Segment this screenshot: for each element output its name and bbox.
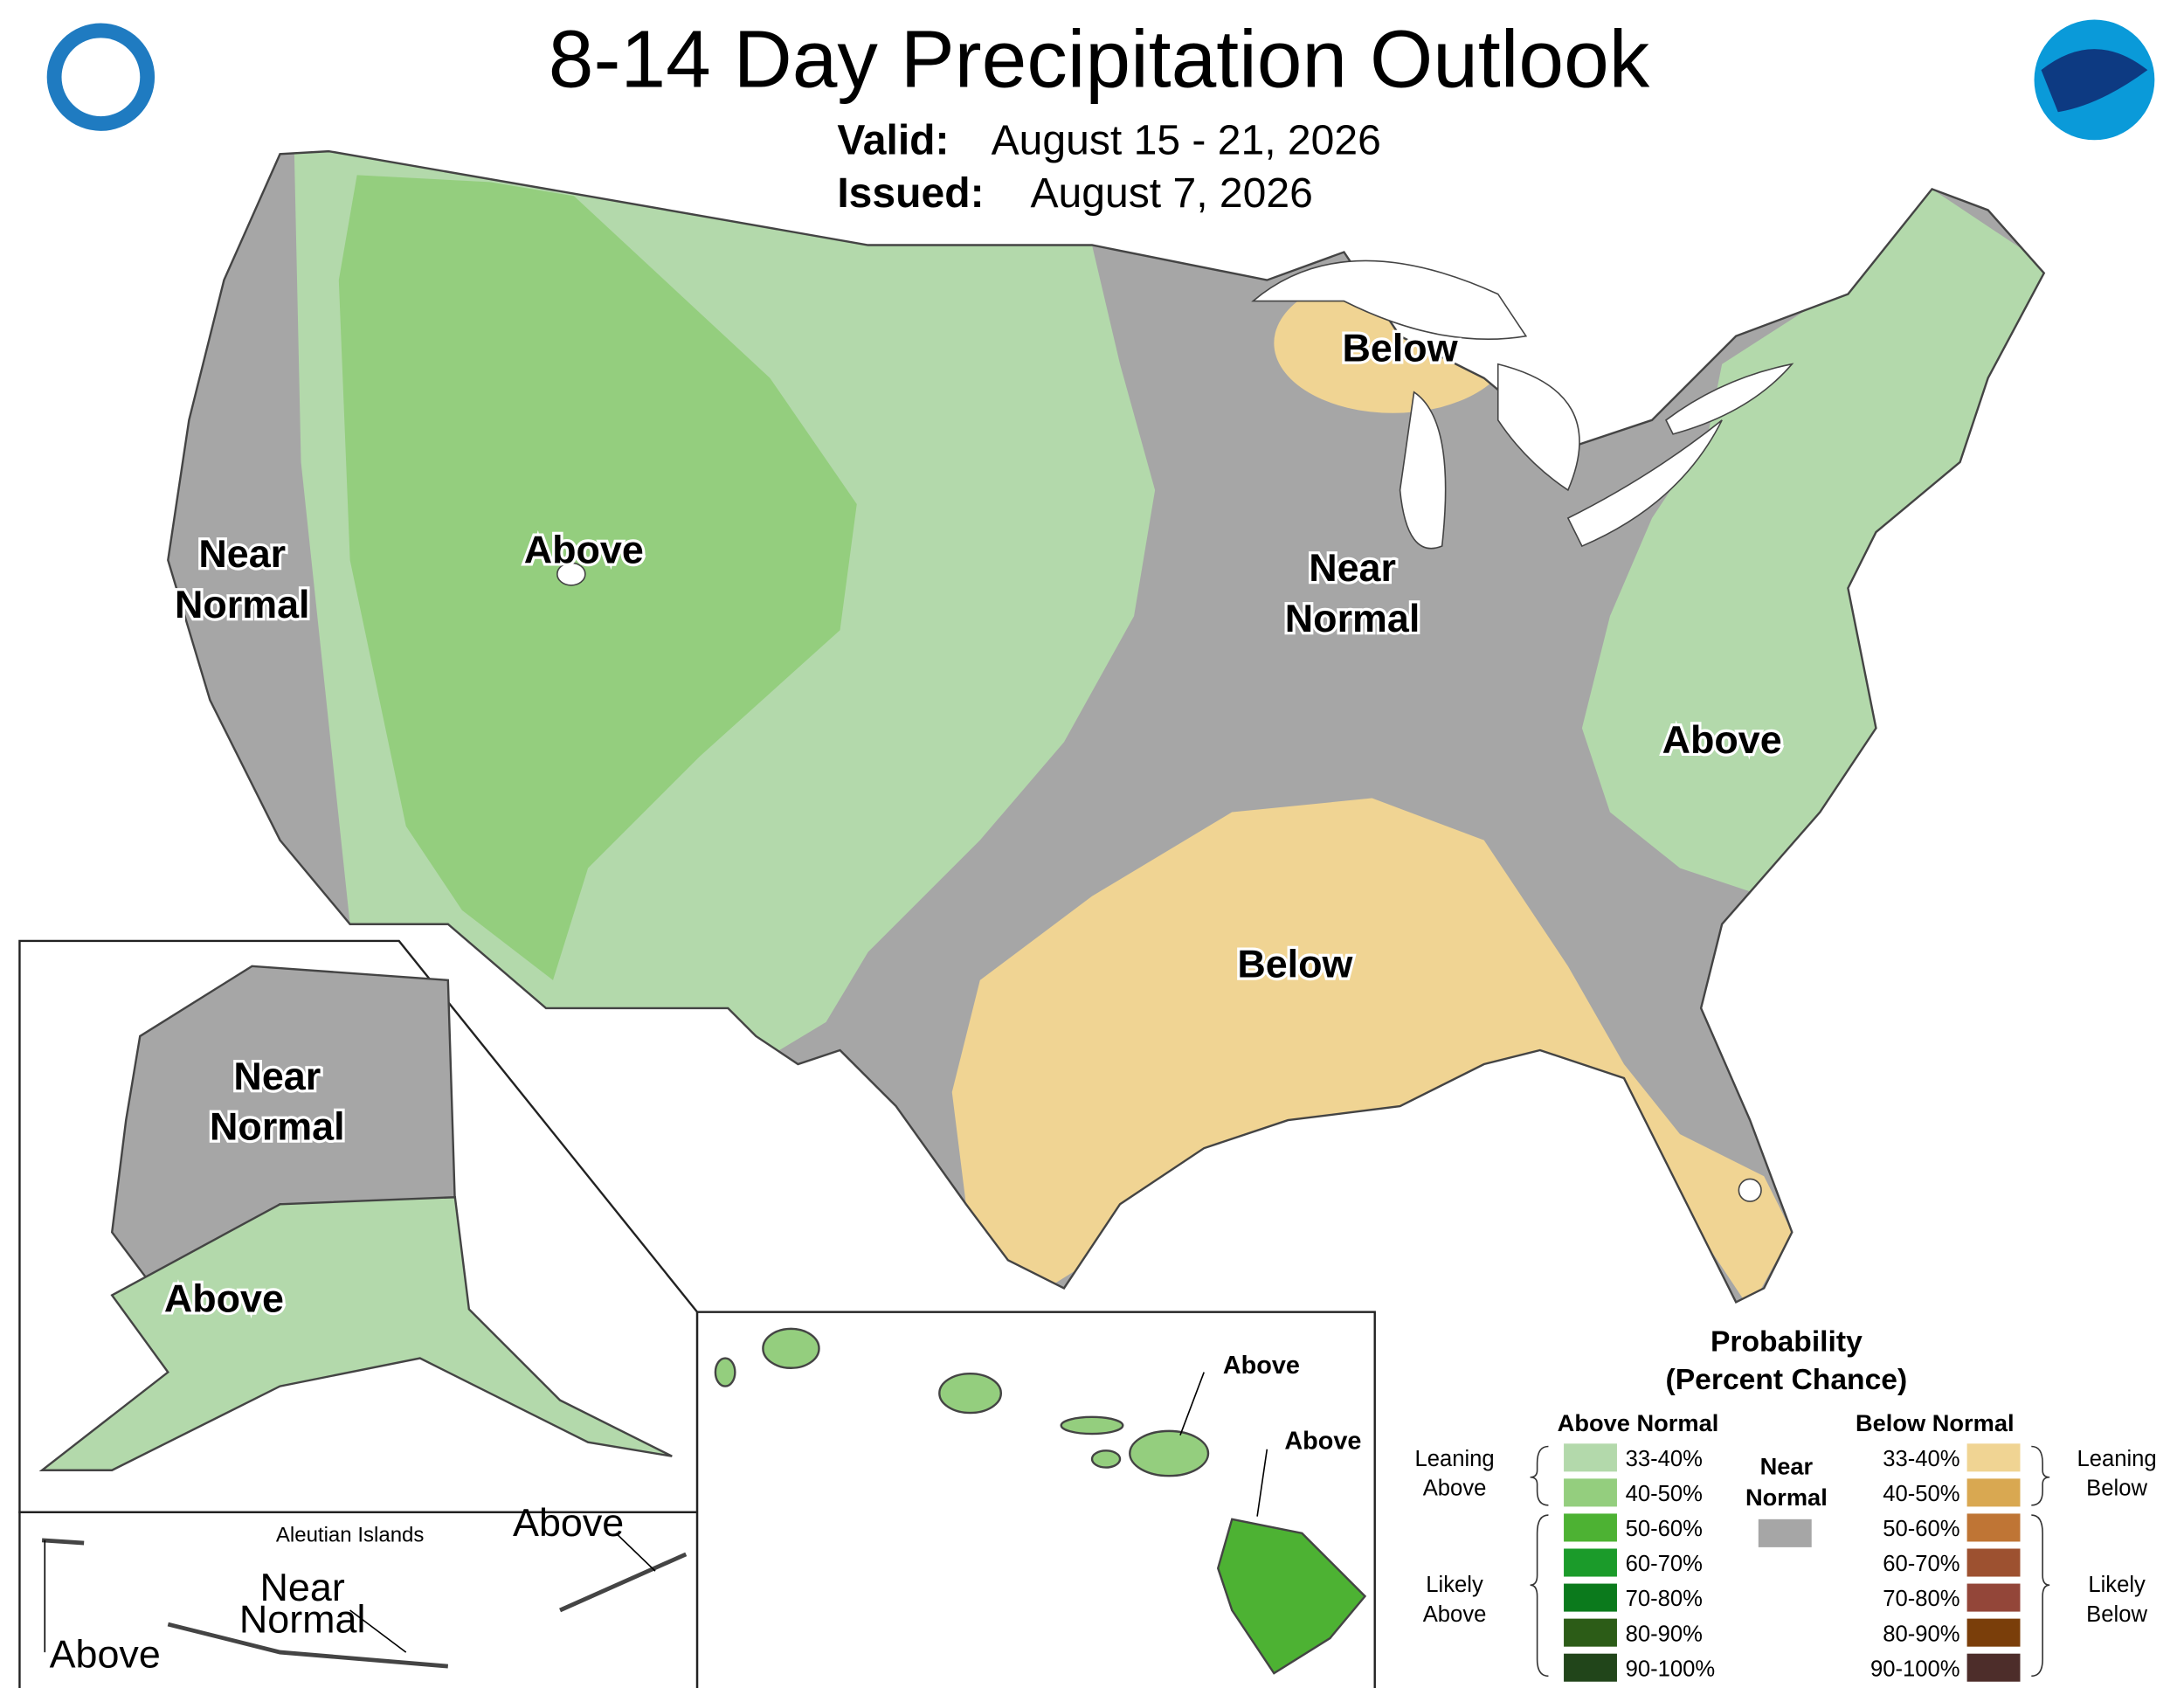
label-line: Normal <box>175 582 310 626</box>
label-line: Near <box>1309 545 1396 590</box>
legend-swatch <box>1966 1583 2021 1612</box>
legend-label: 33-40% <box>1626 1447 1703 1471</box>
legend-bracket-label: Likely Above <box>1423 1573 1487 1627</box>
legend-label: 70-80% <box>1626 1587 1703 1611</box>
legend-label: 80-90% <box>1626 1622 1703 1646</box>
legend-swatch <box>1966 1443 2021 1472</box>
title: 8-14 Day Precipitation Outlook <box>549 13 1650 104</box>
region-label: Near Normal <box>175 531 310 626</box>
legend-label: 60-70% <box>1883 1552 1959 1576</box>
aleutian-inset <box>18 1511 699 1688</box>
legend-swatch <box>1564 1583 1617 1612</box>
commerce-logo-inner <box>61 38 141 117</box>
above-40-50-west <box>338 175 857 980</box>
region-label: Below <box>1237 942 1352 986</box>
label-line: Below <box>2086 1477 2147 1501</box>
legend-near: Near Normal <box>1745 1453 1828 1511</box>
legend-label: 80-90% <box>1883 1622 1959 1646</box>
label-line: Above <box>513 1500 624 1545</box>
legend-label: 70-80% <box>1883 1587 1959 1611</box>
hawaii-label: Above <box>1284 1428 1361 1456</box>
above-east <box>1581 189 2044 896</box>
legend-title: (Percent Chance) <box>1666 1364 1908 1396</box>
valid-label: Valid: <box>837 116 949 163</box>
legend-bracket-label: Leaning Below <box>2077 1447 2156 1501</box>
legend-bracket-label: Likely Below <box>2086 1573 2147 1627</box>
label-line: Near <box>1760 1453 1814 1480</box>
hawaii-inset <box>695 1311 1376 1688</box>
region-label: Near Normal <box>1285 545 1420 640</box>
label-line: Below <box>2086 1602 2147 1627</box>
label-line: Likely <box>2088 1573 2146 1597</box>
issued-date: August 7, 2026 <box>1030 169 1312 217</box>
legend-label: 40-50% <box>1883 1482 1959 1506</box>
legend-label: 50-60% <box>1883 1517 1959 1541</box>
label-line: Likely <box>1426 1573 1483 1597</box>
alaska-inset <box>18 939 699 1514</box>
hawaii-label: Above <box>1223 1352 1300 1380</box>
region-label: Above <box>1662 717 1782 762</box>
region-label: Above <box>524 527 644 571</box>
label-line: Near <box>198 531 286 576</box>
legend-label: 60-70% <box>1626 1552 1703 1576</box>
legend-label: 50-60% <box>1626 1517 1703 1541</box>
label-line: Leaning <box>1414 1447 1494 1471</box>
label-line: Normal <box>1285 596 1420 640</box>
label-line: Above <box>1662 717 1782 762</box>
legend-label: 90-100% <box>1626 1657 1716 1681</box>
label-line: Normal <box>1745 1484 1828 1511</box>
label-line: Above <box>524 527 644 571</box>
legend-title: Probability <box>1711 1326 1863 1359</box>
aleutian-title: Aleutian Islands <box>276 1523 425 1546</box>
label-line: Below <box>1343 326 1458 370</box>
legend-swatch <box>1564 1618 1617 1647</box>
great-lakes <box>556 259 1794 1202</box>
legend-swatch <box>1564 1513 1617 1542</box>
legend-bracket-label: Leaning Above <box>1414 1447 1494 1501</box>
region-label: Above <box>50 1632 161 1677</box>
legend-brackets <box>1530 1445 2050 1678</box>
region-label: Above <box>513 1500 624 1545</box>
legend-swatch <box>1564 1478 1617 1507</box>
legend-heading: Below Normal <box>1856 1409 2015 1436</box>
region-label: Below <box>1343 326 1458 370</box>
label-line: Normal <box>239 1597 366 1642</box>
label-line: Near <box>260 1565 345 1609</box>
legend-swatch <box>1966 1513 2021 1542</box>
label-line: Normal <box>210 1104 345 1149</box>
legend-swatch <box>1564 1653 1617 1682</box>
label-line: Above <box>50 1632 161 1677</box>
label-line: Above <box>164 1276 284 1321</box>
legend-swatch <box>1966 1548 2021 1577</box>
noaa-logo-mark <box>2041 49 2148 113</box>
region-label: Near Normal <box>210 1054 345 1149</box>
legend-heading: Above Normal <box>1558 1409 1719 1436</box>
legend-label: 90-100% <box>1870 1657 1960 1681</box>
legend-swatch <box>1966 1478 2021 1507</box>
legend-swatch <box>1758 1519 1812 1547</box>
legend-swatch <box>1564 1548 1617 1577</box>
label-line: Near <box>233 1054 321 1098</box>
legend-swatch <box>1966 1653 2021 1682</box>
legend-swatch <box>1966 1618 2021 1647</box>
issued-label: Issued: <box>837 169 984 217</box>
label-line: Leaning <box>2077 1447 2156 1471</box>
legend-label: 40-50% <box>1626 1482 1703 1506</box>
label-line: Above <box>1423 1477 1487 1501</box>
valid-date: August 15 - 21, 2026 <box>992 116 1381 163</box>
label-line: Below <box>1237 942 1352 986</box>
legend-swatch <box>1564 1443 1617 1472</box>
region-label: Near Normal <box>239 1565 366 1642</box>
label-line: Above <box>1423 1602 1487 1627</box>
region-label: Above <box>164 1276 284 1321</box>
legend-label: 33-40% <box>1883 1447 1959 1471</box>
